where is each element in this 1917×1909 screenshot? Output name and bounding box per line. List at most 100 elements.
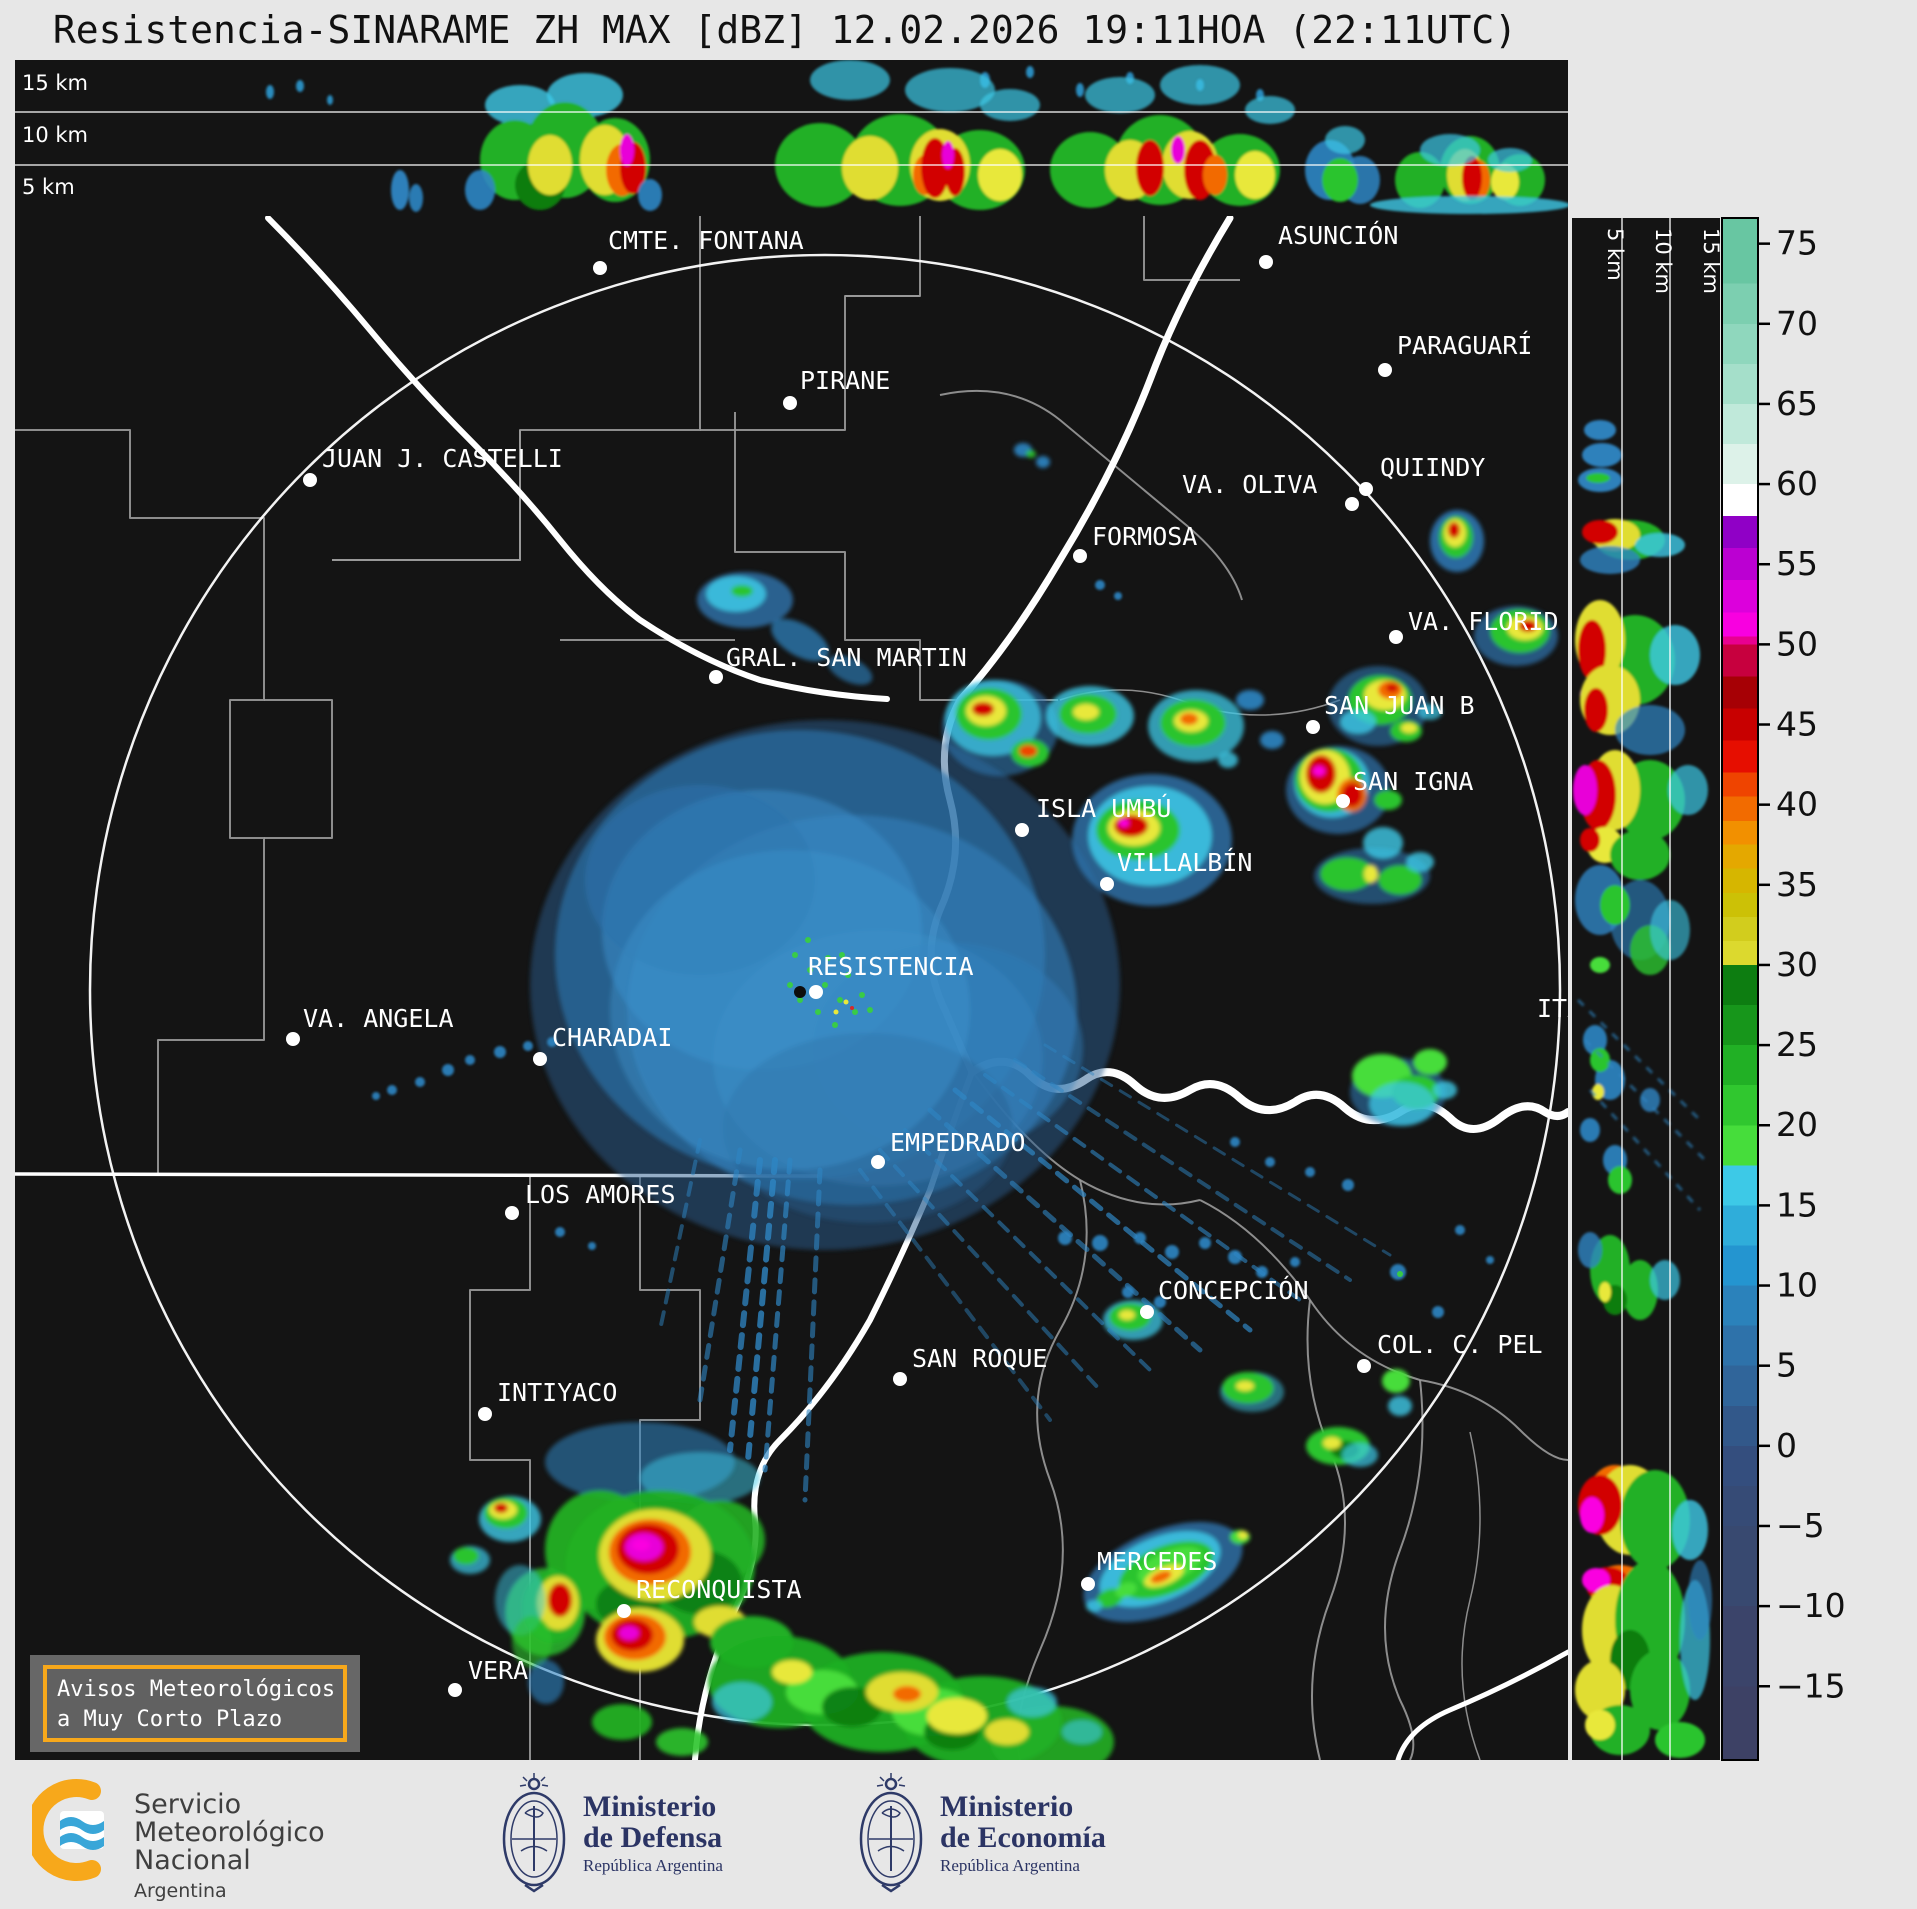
radar-center-hole xyxy=(794,986,806,998)
echo-blob xyxy=(1019,745,1037,757)
echo-blob xyxy=(1238,1531,1248,1539)
right-echo-blob xyxy=(1578,1232,1602,1268)
warning-line1: Avisos Meteorológicos xyxy=(57,1677,336,1702)
top-echo-blob xyxy=(942,141,954,169)
top-echo-blob xyxy=(1462,156,1482,200)
smn-country: Argentina xyxy=(134,1880,227,1902)
echo-blob xyxy=(827,655,873,685)
echo-dot xyxy=(1455,1225,1465,1235)
speckle-green xyxy=(845,972,851,978)
city-dot xyxy=(1359,482,1373,496)
city-label: CMTE. FONTANA xyxy=(608,226,804,255)
echo-dot xyxy=(523,1041,533,1051)
city-label: VA. FLORID xyxy=(1408,607,1559,636)
spoke-streak xyxy=(927,1107,1203,1353)
echo-dot xyxy=(387,1085,397,1095)
echo-dot xyxy=(555,1227,565,1237)
city-dot xyxy=(783,396,797,410)
colorbar-tick-label: 50 xyxy=(1776,624,1818,663)
echo-blob xyxy=(1378,865,1422,895)
top-echo-blob xyxy=(266,85,274,99)
echo-blob xyxy=(1007,1687,1057,1717)
echo-blob xyxy=(1342,1443,1378,1467)
right-echo-blob xyxy=(1580,1118,1600,1142)
echo-blob xyxy=(1119,1310,1135,1320)
right-echo-blob xyxy=(1620,1470,1690,1570)
echo-blob xyxy=(656,1728,708,1756)
echo-blob xyxy=(1448,522,1460,538)
city-dot xyxy=(1336,794,1350,808)
right-echo-blob xyxy=(1650,625,1700,685)
speckle-green xyxy=(805,937,811,943)
defensa-text: Ministerio de Defensa República Argentin… xyxy=(583,1791,723,1876)
echo-blob xyxy=(610,850,970,1170)
top-echo-blob xyxy=(1171,136,1185,164)
spoke-streak xyxy=(802,1167,823,1503)
echo-dot xyxy=(1154,1296,1166,1308)
echo-dot xyxy=(588,1242,596,1250)
echo-blob xyxy=(731,585,753,597)
river xyxy=(1395,1649,1568,1760)
product-title: Resistencia-SINARAME ZH MAX [dBZ] 12.02.… xyxy=(52,8,1518,52)
top-echo-blob xyxy=(810,60,890,100)
smn-line3: Nacional xyxy=(134,1845,251,1876)
altitude-label: 15 km xyxy=(1699,228,1723,294)
right-echo-blob xyxy=(1599,1282,1611,1302)
echo-blob xyxy=(1364,865,1378,883)
speckle-red xyxy=(850,1006,854,1010)
city-dot xyxy=(1345,497,1359,511)
echo-blob xyxy=(1374,790,1402,810)
city-label: QUIINDY xyxy=(1380,453,1485,482)
admin-boundary xyxy=(15,429,265,1174)
altitude-label: 10 km xyxy=(1651,228,1675,294)
echo-blob xyxy=(1386,684,1398,692)
colorbar-tick-label: 15 xyxy=(1776,1185,1818,1224)
echo-blob xyxy=(1340,710,1376,734)
top-echo-blob xyxy=(921,138,949,198)
altitude-label: 5 km xyxy=(22,175,75,199)
echo-dot xyxy=(1165,1245,1179,1259)
top-echo-blob xyxy=(391,170,409,210)
top-echo-blob xyxy=(1050,132,1130,208)
city-label: SAN IGNA xyxy=(1353,767,1473,796)
admin-boundary xyxy=(1461,1431,1481,1760)
city-dot xyxy=(505,1206,519,1220)
right-echo-blob xyxy=(1668,765,1708,815)
speckle-green xyxy=(859,992,865,998)
ministerio-economia-logo: Ministerio de Economía República Argenti… xyxy=(852,1763,1142,1909)
speckle-green xyxy=(832,1022,838,1028)
city-dot xyxy=(1100,877,1114,891)
city-dot xyxy=(617,1604,631,1618)
city-label: ITA xyxy=(1537,994,1582,1023)
top-echo-blob xyxy=(1370,196,1568,214)
warning-line2: a Muy Corto Plazo xyxy=(57,1707,283,1732)
economia-line1: Ministerio xyxy=(940,1790,1074,1823)
admin-boundary xyxy=(1306,1299,1346,1760)
right-echo-blob xyxy=(1580,1497,1604,1533)
city-dot xyxy=(1073,549,1087,563)
right-echo-blob xyxy=(1622,1260,1658,1320)
colorbar-tick-label: 60 xyxy=(1776,464,1818,503)
right-echo-blob xyxy=(1600,885,1630,925)
echo-dot xyxy=(465,1055,475,1065)
spoke-streak xyxy=(878,1148,1102,1392)
top-echo-blob xyxy=(1026,66,1034,78)
city-dot xyxy=(448,1683,462,1697)
echo-blob xyxy=(822,1687,882,1727)
colorbar-tick-label: 25 xyxy=(1776,1025,1818,1064)
echo-blob xyxy=(632,1539,650,1551)
city-label: JUAN J. CASTELLI xyxy=(322,444,563,473)
echo-dot xyxy=(1342,1179,1354,1191)
echo-blob xyxy=(1180,713,1198,725)
echo-blob xyxy=(592,1704,652,1740)
echo-blob xyxy=(1236,1381,1254,1391)
city-dot xyxy=(1015,823,1029,837)
echo-blob xyxy=(1236,690,1264,710)
right-echo-blob xyxy=(1582,443,1622,467)
city-dot xyxy=(893,1372,907,1386)
echo-blob xyxy=(453,1547,479,1565)
echo-dot xyxy=(494,1046,506,1058)
city-label: VERA xyxy=(468,1656,528,1685)
altitude-label: 10 km xyxy=(22,123,88,147)
